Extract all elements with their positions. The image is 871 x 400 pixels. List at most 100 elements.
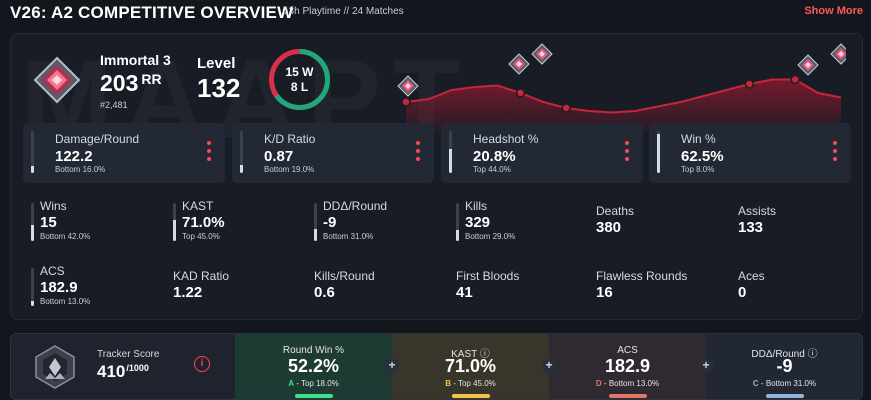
rank-change-icon[interactable] <box>797 54 819 76</box>
info-icon[interactable]: i <box>194 356 210 372</box>
tracker-metric: ACS 182.9 D - Bottom 13.0% <box>549 334 706 399</box>
tracker-metric-value: -9 <box>776 356 793 376</box>
meta-separator: // <box>343 6 350 17</box>
rr-history-point[interactable] <box>515 88 526 98</box>
rank-change-icon[interactable] <box>508 53 530 75</box>
more-options-icon[interactable] <box>414 141 422 163</box>
stat-label: Wins <box>40 199 67 213</box>
percentile-bar-fill <box>657 134 660 173</box>
stat-label: Flawless Rounds <box>596 269 688 283</box>
percentile-bar-fill <box>173 220 176 241</box>
tracker-metric-grade: D <box>595 379 602 388</box>
rank-change-icon[interactable] <box>830 43 846 65</box>
stat-value: 133 <box>738 219 764 236</box>
tracker-score-number: 410 <box>97 362 126 381</box>
level-value: 132 <box>197 73 241 103</box>
tracker-metric-bar <box>608 394 647 398</box>
tracker-metric-value: 52.2% <box>287 356 340 376</box>
rr-history-line <box>405 78 842 114</box>
rank-name: Immortal 3 <box>100 52 171 68</box>
tracker-metric: DDΔ/Round ⓘ -9 C - Bottom 31.0% <box>706 334 862 399</box>
percentile-bar-fill <box>314 229 317 241</box>
page-title: V26: A2 COMPETITIVE OVERVIEW <box>10 3 294 22</box>
playtime-meta: 13h Playtime // 24 Matches <box>283 6 404 17</box>
percentile-bar <box>31 131 34 173</box>
stat-card-label: K/D Ratio <box>264 132 316 146</box>
plus-icon: + <box>542 359 556 373</box>
percentile-bar <box>449 131 452 173</box>
tracker-metric-rating: C - Bottom 31.0% <box>706 379 862 388</box>
stat-card-percentile: Bottom 16.0% <box>55 165 106 174</box>
tracker-metric-percentile: - Top 45.0% <box>451 379 496 388</box>
percentile-bar <box>314 203 317 241</box>
rr-history-area <box>406 79 841 132</box>
percentile-bar-fill <box>240 165 243 173</box>
losses-count: 8 L <box>290 80 309 94</box>
stat-percentile: Bottom 42.0% <box>40 232 91 241</box>
leaderboard-position: #2,481 <box>100 100 128 110</box>
tracker-metric-bar <box>451 394 490 398</box>
rank-change-icon[interactable] <box>531 43 553 65</box>
percentile-bar <box>456 203 459 241</box>
rr-history-point[interactable] <box>790 74 800 85</box>
stat-value: -9 <box>323 214 337 231</box>
tracker-metric-value: 71.0% <box>444 356 497 376</box>
more-options-icon[interactable] <box>623 141 631 163</box>
more-options-icon[interactable] <box>205 141 213 163</box>
stat-value: 15 <box>40 214 57 231</box>
tracker-metric-grade: B <box>445 379 451 388</box>
stat-label: Assists <box>738 204 777 218</box>
rr-history-chart <box>397 43 846 132</box>
tracker-metric-percentile: - Top 18.0% <box>294 379 339 388</box>
stat-value: 1.22 <box>173 284 203 301</box>
tracker-metric-bar <box>294 394 333 398</box>
tracker-score-label: Tracker Score <box>97 349 160 360</box>
stat-label: KAST <box>182 199 214 213</box>
more-options-icon[interactable] <box>831 141 839 163</box>
tracker-metric-label: ACS <box>617 345 638 356</box>
rr-value: 203 <box>100 70 139 96</box>
tracker-metric-grade: C <box>752 379 759 388</box>
percentile-bar-fill <box>449 149 452 173</box>
matches-text: 24 Matches <box>351 6 404 17</box>
rank-rating: 203 RR <box>100 70 162 97</box>
rr-history-point[interactable] <box>744 79 755 89</box>
percentile-bar-fill <box>31 225 34 241</box>
show-more-link[interactable]: Show More <box>804 5 863 17</box>
rr-label: RR <box>141 71 162 87</box>
stat-percentile: Bottom 31.0% <box>323 232 374 241</box>
stat-label: First Bloods <box>456 269 520 283</box>
plus-icon: + <box>385 359 399 373</box>
tracker-metric-grade: A <box>288 379 294 388</box>
percentile-bar-fill <box>31 301 34 306</box>
stat-card-value: 62.5% <box>681 148 724 165</box>
stat-label: Kills <box>465 199 488 213</box>
plus-icon: + <box>699 359 713 373</box>
stat-value: 41 <box>456 284 473 301</box>
tracker-metric-label: Round Win % <box>282 345 345 356</box>
tracker-metric-bar <box>765 394 804 398</box>
page-header: V26: A2 COMPETITIVE OVERVIEW 13h Playtim… <box>0 0 871 24</box>
stat-card: K/D Ratio 0.87 Bottom 19.0% <box>232 123 434 183</box>
stat-label: Deaths <box>596 204 635 218</box>
stat-card-label: Win % <box>681 132 716 146</box>
tracker-score-max: /1000 <box>126 363 149 373</box>
tracker-score-value: 410/1000 <box>97 362 149 382</box>
rank-change-icon[interactable] <box>397 75 419 97</box>
stat-card-label: Headshot % <box>473 132 539 146</box>
wins-count: 15 W <box>285 65 314 79</box>
tracker-badge-icon <box>35 345 75 389</box>
stat-value: 0.6 <box>314 284 335 301</box>
tracker-metric-label: DDΔ/Round ⓘ <box>751 349 818 360</box>
stat-value: 0 <box>738 284 747 301</box>
level-label: Level <box>197 55 236 72</box>
stat-value: 182.9 <box>40 279 78 296</box>
stat-percentile: Bottom 13.0% <box>40 297 91 306</box>
tracker-metric-rating: D - Bottom 13.0% <box>549 379 706 388</box>
rr-history-point[interactable] <box>401 97 411 107</box>
stat-card-value: 0.87 <box>264 148 294 165</box>
stat-label: Kills/Round <box>314 269 375 283</box>
rr-history-point[interactable] <box>561 103 572 113</box>
stat-value: 329 <box>465 214 491 231</box>
stat-card: Win % 62.5% Top 8.0% <box>649 123 851 183</box>
